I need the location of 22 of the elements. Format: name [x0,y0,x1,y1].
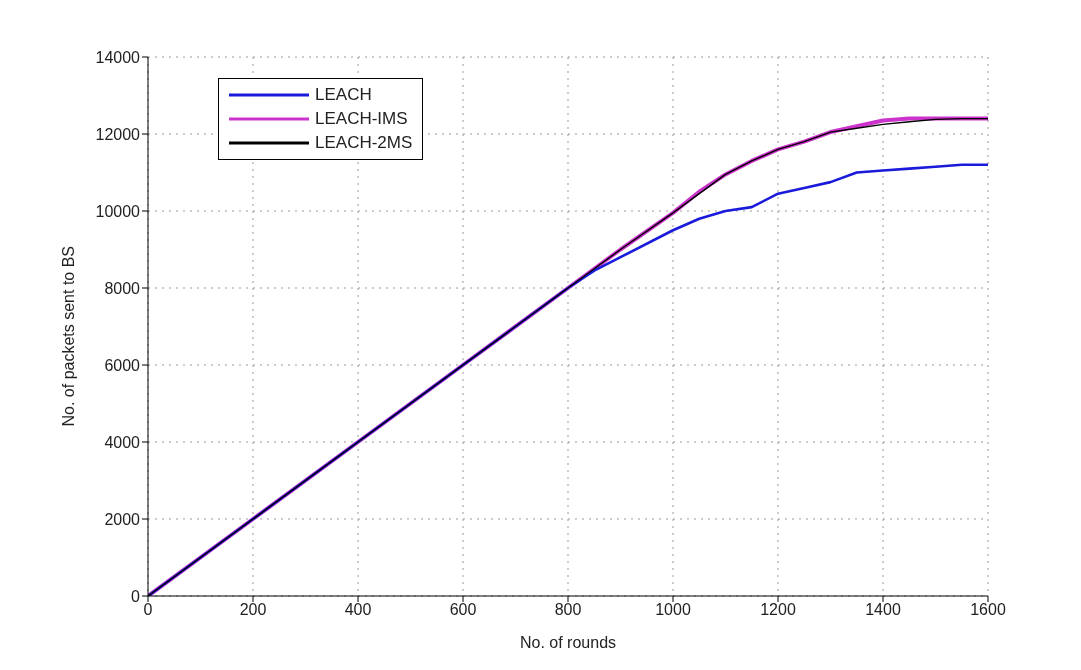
x-tick-label: 1400 [865,601,901,619]
y-tick-label: 12000 [95,125,141,143]
x-tick-label: 200 [239,601,267,619]
y-tick-label: 14000 [95,48,141,66]
y-tick-label: 6000 [104,356,141,374]
legend-label: LEACH [315,84,372,106]
x-tick-label: 600 [449,601,477,619]
x-tick-label: 800 [554,601,582,619]
legend-label: LEACH-2MS [315,132,413,154]
y-axis-title: No. of packets sent to BS [59,245,77,427]
y-tick-label: 4000 [104,433,141,451]
y-tick-label: 8000 [104,279,141,297]
x-tick-label: 1000 [655,601,691,619]
x-tick-label: 400 [344,601,372,619]
y-tick-label: 0 [131,587,141,605]
x-tick-label: 1600 [970,601,1006,619]
x-tick-label: 0 [143,601,153,619]
y-tick-label: 2000 [104,510,141,528]
x-axis-title: No. of rounds [519,634,617,651]
y-tick-label: 10000 [95,202,141,220]
legend-label: LEACH-IMS [315,108,408,130]
x-tick-label: 1200 [760,601,796,619]
